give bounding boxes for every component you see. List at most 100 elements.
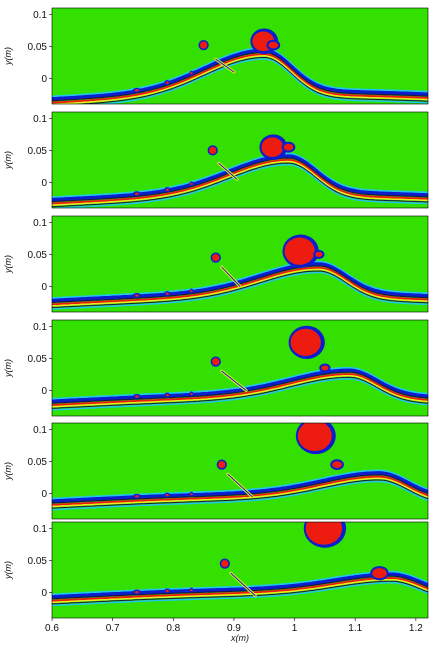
y-tick-label: 0.05 [28, 457, 48, 468]
y-axis-label: y(m) [3, 151, 13, 170]
surface-band [52, 157, 428, 203]
surface-band [52, 47, 428, 99]
trough-bubble-core [134, 89, 139, 92]
panel-2 [52, 112, 428, 208]
surface-band [52, 572, 428, 599]
y-tick-label: 0 [41, 386, 47, 397]
y-tick-label: 0 [41, 282, 47, 293]
y-axis-label: y(m) [3, 462, 13, 481]
filament-core [221, 370, 247, 391]
blob-core [297, 423, 332, 452]
surface-band [52, 271, 428, 310]
y-tick-label: 0.1 [33, 114, 47, 125]
droplet-core [218, 460, 226, 469]
surface-band [52, 373, 428, 407]
blob-core [290, 328, 321, 357]
droplet-core [221, 559, 229, 568]
y-axis-label: y(m) [3, 359, 13, 378]
panel-frame [51, 422, 429, 520]
surface-band [52, 152, 428, 200]
y-tick-label: 0.05 [28, 250, 48, 261]
trough-bubble-core [134, 590, 139, 594]
surface-band [52, 270, 428, 308]
panel-frame [51, 7, 429, 105]
surface-band [52, 580, 428, 605]
trough-bubble-core [190, 71, 193, 75]
filament-core [227, 473, 253, 498]
surface-band [52, 158, 428, 205]
filament-core [221, 266, 241, 287]
trough-bubble-core [190, 392, 193, 396]
blob-core [284, 237, 315, 265]
surface-band [52, 265, 428, 303]
patch-core [372, 568, 387, 579]
surface-band [52, 471, 428, 503]
droplet-core [209, 146, 217, 155]
y-tick-label: 0.1 [33, 10, 47, 21]
panel-frame [51, 111, 429, 209]
patch-core [315, 251, 323, 257]
panel-frame [51, 215, 429, 313]
trough-bubble-core [134, 495, 139, 498]
x-tick-label: 0.6 [45, 623, 59, 634]
trough-bubble-core [190, 493, 193, 496]
surface-band [52, 577, 428, 602]
surface-band [52, 480, 428, 511]
trough-bubble-core [165, 81, 169, 84]
y-tick-label: 0.05 [28, 354, 48, 365]
y-tick-label: 0 [41, 74, 47, 85]
filament-core [218, 162, 238, 180]
y-tick-label: 0.1 [33, 524, 47, 535]
trough-bubble-core [165, 292, 169, 295]
trough-bubble-core [165, 393, 169, 397]
droplet-core [212, 357, 220, 366]
panel-6 [52, 522, 428, 618]
y-tick-label: 0 [41, 178, 47, 189]
trough-bubble-core [165, 589, 169, 593]
surface-band [52, 163, 428, 208]
x-tick-label: 0.8 [166, 623, 180, 634]
y-axis-label: y(m) [3, 255, 13, 274]
patch-core [332, 461, 342, 468]
x-axis-label: x(m) [230, 633, 249, 643]
surface-band [52, 582, 428, 607]
surface-band [52, 53, 428, 104]
panel-3 [52, 216, 428, 312]
y-tick-label: 0.1 [33, 425, 47, 436]
y-axis-label: y(m) [3, 47, 13, 66]
surface-band [52, 575, 428, 600]
trough-bubble-core [190, 588, 193, 592]
y-tick-label: 0.05 [28, 556, 48, 567]
panel-4 [52, 320, 428, 416]
x-tick-label: 0.9 [227, 623, 241, 634]
surface-band [52, 51, 428, 102]
y-tick-label: 0.05 [28, 146, 48, 157]
trough-bubble-core [134, 192, 139, 195]
surface-band [52, 469, 428, 501]
surface-band [52, 162, 428, 208]
y-tick-label: 0.1 [33, 322, 47, 333]
surface-band [52, 578, 428, 604]
surface-band [52, 378, 428, 411]
trough-bubble-core [165, 188, 169, 191]
surface-band [52, 55, 428, 104]
y-tick-label: 0 [41, 489, 47, 500]
patch-core [321, 365, 329, 371]
x-tick-label: 1.2 [409, 623, 423, 634]
droplet-core [212, 253, 220, 262]
surface-band [52, 374, 428, 408]
surface-band [95, 58, 428, 104]
trough-bubble-core [134, 294, 139, 297]
patch-core [283, 143, 294, 151]
surface-band [52, 570, 428, 597]
panel-frame [51, 521, 429, 619]
x-tick-label: 1.1 [348, 623, 362, 634]
surface-band [52, 474, 428, 504]
panel-5 [52, 423, 428, 519]
x-tick-label: 0.7 [106, 623, 120, 634]
surface-band [52, 371, 428, 404]
surface-band [52, 48, 428, 101]
surface-band [52, 479, 428, 509]
filament-core [230, 572, 256, 597]
